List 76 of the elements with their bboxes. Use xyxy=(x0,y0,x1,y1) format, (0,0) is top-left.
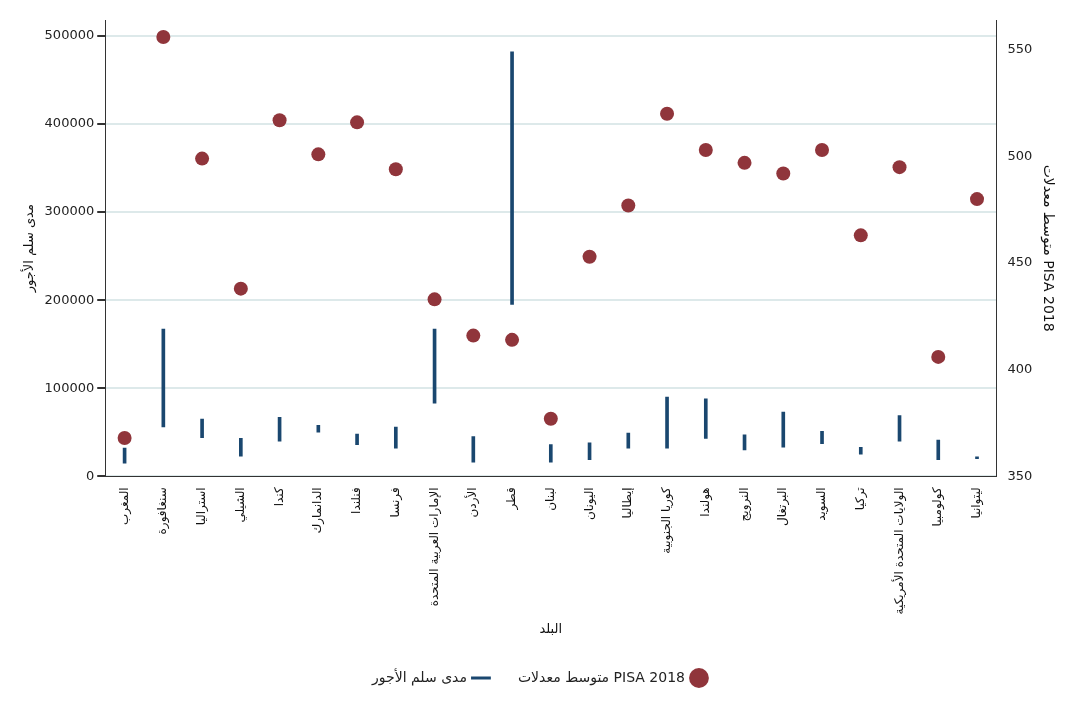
x-tick-label: ليتوانيا xyxy=(969,487,985,519)
x-tick-label: كولومبيا xyxy=(930,487,946,527)
y-tick-label: 100000 xyxy=(44,379,95,395)
y-tick-label: 200000 xyxy=(44,291,95,307)
y-tick-label: 300000 xyxy=(44,203,95,219)
x-tick-label: هولندا xyxy=(697,487,713,517)
point xyxy=(195,151,210,166)
point xyxy=(156,30,171,45)
x-tick-label: الدانمارك xyxy=(310,487,326,534)
point xyxy=(931,349,946,364)
x-tick-label: إيطاليا xyxy=(620,487,635,519)
x-tick-label: النرويج xyxy=(736,487,752,522)
x-tick-label: فنلندا xyxy=(349,487,364,514)
point xyxy=(853,228,868,243)
point xyxy=(427,292,442,307)
x-tick-label: قطر xyxy=(504,487,520,511)
point xyxy=(350,115,365,130)
point xyxy=(505,332,520,347)
bar xyxy=(858,446,863,455)
bar xyxy=(548,444,553,463)
x-axis-title: البلد xyxy=(539,620,563,636)
point xyxy=(117,430,132,445)
x-tick-label: كوريا الجنوبية xyxy=(659,487,675,554)
bar xyxy=(200,418,204,438)
point xyxy=(582,249,597,264)
bar xyxy=(355,433,359,445)
bar xyxy=(510,51,514,305)
point xyxy=(970,192,985,207)
bar xyxy=(626,432,631,449)
y-axis-title: مدى سلم الأجور xyxy=(20,204,38,294)
x-tick-label: الشيلي xyxy=(232,487,247,523)
point xyxy=(621,198,636,213)
y-tick-label: 0 xyxy=(85,467,95,483)
point xyxy=(660,106,675,121)
point xyxy=(388,162,403,177)
legend-label: مدى سلم الأجور xyxy=(371,667,467,686)
y-tick-label: 500000 xyxy=(44,27,95,43)
point xyxy=(776,166,791,181)
bar xyxy=(936,439,941,460)
point xyxy=(272,113,287,128)
bar xyxy=(703,398,708,439)
bar xyxy=(393,426,398,449)
x-tick-label: المغرب xyxy=(116,487,132,525)
x-tick-label: السويد xyxy=(814,487,830,521)
x-tick-label: فرنسا xyxy=(387,487,403,518)
x-tick-label: تركيا xyxy=(852,487,868,511)
y-tick-label: 400000 xyxy=(44,115,95,131)
x-tick-label: استراليا xyxy=(194,487,210,526)
x-tick-label: لبنان xyxy=(542,487,557,511)
y2-tick-label: 450 xyxy=(1007,254,1033,270)
bar xyxy=(471,436,476,463)
y2-tick-label: 400 xyxy=(1007,361,1033,377)
bar xyxy=(665,396,669,449)
point xyxy=(543,411,558,426)
y2-axis-title: متوسط معدلات PISA 2018 xyxy=(1039,164,1057,332)
point xyxy=(815,143,830,158)
y2-tick-label: 550 xyxy=(1007,41,1033,57)
x-tick-label: الولايات المتحدة الأمريكية xyxy=(890,487,907,615)
point xyxy=(737,155,752,170)
point xyxy=(698,143,713,158)
point xyxy=(233,281,248,296)
legend-label: متوسط معدلات PISA 2018 xyxy=(517,668,685,686)
bar xyxy=(781,411,786,448)
x-tick-label: الأردن xyxy=(464,487,481,518)
bar xyxy=(239,438,243,457)
x-tick-label: البرتغال xyxy=(775,487,791,527)
bar xyxy=(820,431,824,445)
point xyxy=(892,160,907,175)
x-tick-label: اليونان xyxy=(581,487,597,520)
y2-tick-label: 350 xyxy=(1007,467,1033,483)
point xyxy=(311,147,326,162)
point xyxy=(466,328,481,343)
x-tick-label: الإمارات العربية المتحدة xyxy=(426,487,442,607)
x-tick-label: كندا xyxy=(271,487,286,507)
y2-tick-label: 500 xyxy=(1007,147,1033,163)
x-tick-label: سنغافورة xyxy=(155,487,171,535)
